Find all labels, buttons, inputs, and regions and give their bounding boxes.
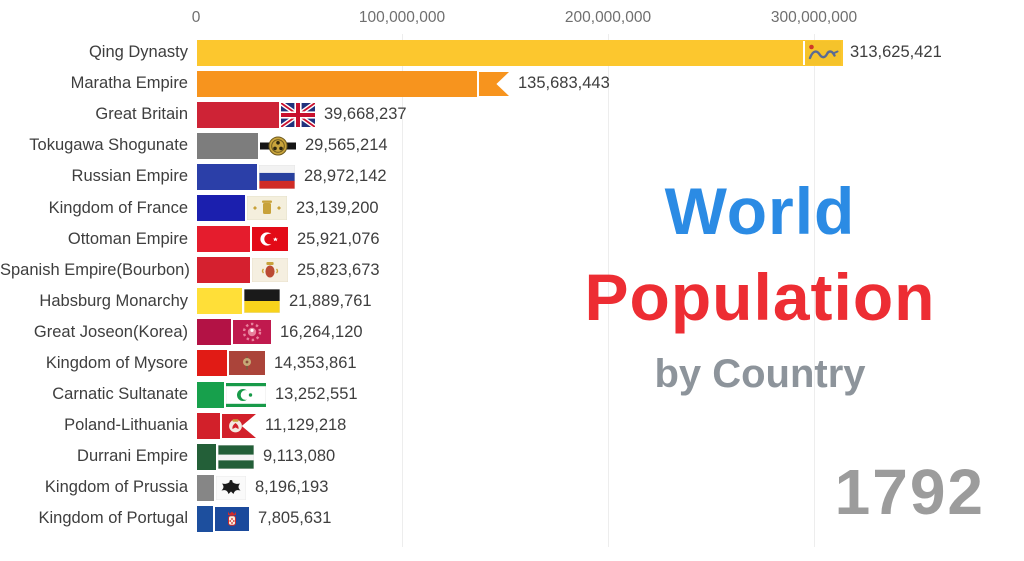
population-bar bbox=[197, 195, 245, 222]
country-label: Kingdom of France bbox=[48, 198, 188, 217]
tokugawa-shogunate-flag-icon bbox=[260, 134, 296, 158]
bar-row-russian-empire: Russian Empire 28,972,142 bbox=[0, 161, 1024, 192]
gridline bbox=[402, 34, 403, 547]
bar-row-great-britain: Great Britain 39,668,237 bbox=[0, 99, 1024, 130]
country-label: Qing Dynasty bbox=[88, 43, 188, 62]
gridline bbox=[814, 34, 815, 547]
bar-row-spanish-empire-bourbon: Spanish Empire(Bourbon) 25,823,673 bbox=[0, 255, 1024, 286]
country-label: Durrani Empire bbox=[77, 447, 188, 466]
population-bar bbox=[197, 505, 213, 532]
country-label: Maratha Empire bbox=[70, 74, 188, 93]
axis-tick-label: 300,000,000 bbox=[770, 9, 858, 26]
great-britain-flag-icon bbox=[279, 100, 317, 129]
gridline bbox=[608, 34, 609, 547]
durrani-empire-flag-icon bbox=[217, 444, 255, 470]
population-value: 29,565,214 bbox=[305, 136, 388, 155]
year-label: 1792 bbox=[834, 456, 985, 528]
country-label: Carnatic Sultanate bbox=[52, 385, 188, 404]
country-label: Tokugawa Shogunate bbox=[29, 136, 188, 155]
qing-dynasty-flag-icon bbox=[803, 40, 841, 65]
gridlines bbox=[0, 34, 1024, 547]
population-bar bbox=[197, 412, 220, 439]
bar-row-kingdom-of-portugal: Kingdom of Portugal 7,805,631 bbox=[0, 503, 1024, 534]
population-value: 14,353,861 bbox=[274, 353, 357, 372]
bar-rows: Qing Dynasty 313,625,421 Maratha Empire 135… bbox=[0, 37, 1024, 535]
country-label: Kingdom of Mysore bbox=[45, 353, 188, 372]
population-bar bbox=[197, 132, 258, 159]
population-bar bbox=[197, 163, 257, 190]
bar-row-great-joseon-korea: Great Joseon(Korea) 16,264,120 bbox=[0, 317, 1024, 348]
population-bar bbox=[197, 70, 477, 97]
population-value: 25,823,673 bbox=[297, 260, 380, 279]
population-value: 21,889,761 bbox=[289, 291, 372, 310]
population-bar bbox=[197, 381, 224, 408]
bar-row-carnatic-sultanate: Carnatic Sultanate 13,252,551 bbox=[0, 379, 1024, 410]
population-bar bbox=[197, 319, 231, 346]
population-bar bbox=[197, 350, 227, 377]
population-value: 16,264,120 bbox=[280, 322, 363, 341]
country-label: Ottoman Empire bbox=[67, 229, 188, 248]
bar-row-ottoman-empire: Ottoman Empire 25,921,076 bbox=[0, 224, 1024, 255]
country-label: Kingdom of Portugal bbox=[38, 509, 188, 528]
spanish-empire-bourbon-flag-icon bbox=[251, 257, 289, 283]
population-value: 7,805,631 bbox=[258, 509, 332, 528]
population-value: 23,139,200 bbox=[296, 198, 379, 217]
bar-row-durrani-empire: Durrani Empire 9,113,080 bbox=[0, 441, 1024, 472]
country-label: Spanish Empire(Bourbon) bbox=[0, 260, 190, 279]
bar-row-kingdom-of-france: Kingdom of France 23,139,200 bbox=[0, 192, 1024, 223]
kingdom-of-france-flag-icon bbox=[246, 195, 288, 221]
population-bar bbox=[197, 226, 250, 253]
bar-row-kingdom-of-prussia: Kingdom of Prussia 8,196,193 bbox=[0, 472, 1024, 503]
title-line-world: World bbox=[664, 174, 856, 248]
country-label: Great Joseon(Korea) bbox=[33, 322, 188, 341]
maratha-empire-flag-icon bbox=[479, 71, 509, 96]
population-value: 313,625,421 bbox=[850, 43, 942, 62]
population-value: 8,196,193 bbox=[255, 478, 329, 497]
country-label: Kingdom of Prussia bbox=[44, 478, 188, 497]
axis-tick-label: 100,000,000 bbox=[358, 9, 446, 26]
population-bar bbox=[197, 443, 216, 470]
population-value: 135,683,443 bbox=[518, 74, 610, 93]
bar-row-habsburg-monarchy: Habsburg Monarchy 21,889,761 bbox=[0, 286, 1024, 317]
x-axis: 0 100,000,000 200,000,000 300,000,000 bbox=[0, 9, 1024, 31]
kingdom-of-prussia-flag-icon bbox=[215, 475, 247, 501]
bar-row-maratha-empire: Maratha Empire 135,683,443 bbox=[0, 68, 1024, 99]
country-label: Russian Empire bbox=[71, 167, 188, 186]
carnatic-sultanate-flag-icon bbox=[225, 382, 267, 407]
bar-row-kingdom-of-mysore: Kingdom of Mysore 14,353,861 bbox=[0, 348, 1024, 379]
bar-row-poland-lithuania: Poland-Lithuania 11,129,218 bbox=[0, 410, 1024, 441]
habsburg-monarchy-flag-icon bbox=[243, 288, 281, 314]
population-bar bbox=[197, 288, 242, 315]
axis-tick-label: 0 bbox=[191, 9, 201, 26]
population-bar bbox=[197, 257, 250, 284]
population-value: 39,668,237 bbox=[324, 105, 407, 124]
country-label: Poland-Lithuania bbox=[64, 416, 188, 435]
poland-lithuania-flag-icon bbox=[222, 413, 256, 438]
kingdom-of-portugal-flag-icon bbox=[215, 506, 249, 531]
population-value: 13,252,551 bbox=[275, 385, 358, 404]
great-joseon-korea-flag-icon bbox=[233, 320, 271, 345]
kingdom-of-mysore-flag-icon bbox=[229, 351, 265, 376]
bar-row-tokugawa-shogunate: Tokugawa Shogunate 29,565,214 bbox=[0, 130, 1024, 161]
population-value: 25,921,076 bbox=[297, 229, 380, 248]
population-bar bbox=[197, 474, 214, 501]
population-bar bbox=[197, 39, 843, 66]
population-value: 11,129,218 bbox=[265, 416, 347, 435]
chart-title: World Population by Country bbox=[535, 178, 985, 394]
country-label: Habsburg Monarchy bbox=[39, 291, 188, 310]
country-label: Great Britain bbox=[95, 105, 188, 124]
population-bar bbox=[197, 101, 279, 128]
population-value: 9,113,080 bbox=[263, 447, 336, 466]
population-value: 28,972,142 bbox=[304, 167, 387, 186]
bar-row-qing-dynasty: Qing Dynasty 313,625,421 bbox=[0, 37, 1024, 68]
russian-empire-flag-icon bbox=[258, 164, 296, 190]
axis-tick-label: 200,000,000 bbox=[564, 9, 652, 26]
ottoman-empire-flag-icon bbox=[252, 227, 288, 252]
title-line-population: Population bbox=[584, 260, 936, 334]
title-subtitle: by Country bbox=[654, 352, 866, 396]
